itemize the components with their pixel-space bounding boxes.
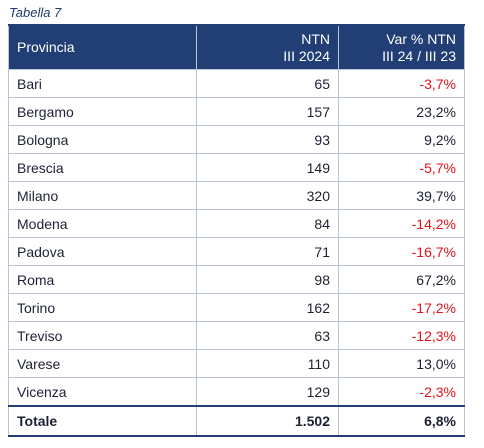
cell-var: -16,7% bbox=[338, 237, 465, 266]
cell-provincia: Torino bbox=[8, 293, 197, 322]
cell-provincia: Brescia bbox=[8, 153, 197, 182]
header-var-line1: Var % NTN bbox=[386, 30, 456, 47]
cell-var: 67,2% bbox=[338, 265, 465, 294]
total-label: Totale bbox=[8, 405, 197, 437]
cell-ntn: 84 bbox=[196, 209, 339, 238]
header-var: Var % NTN III 24 / III 23 bbox=[338, 24, 465, 70]
cell-provincia: Varese bbox=[8, 349, 197, 378]
cell-provincia: Bologna bbox=[8, 125, 197, 154]
cell-var: -12,3% bbox=[338, 321, 465, 350]
cell-var: -14,2% bbox=[338, 209, 465, 238]
cell-var: 39,7% bbox=[338, 181, 465, 210]
cell-provincia: Modena bbox=[8, 209, 197, 238]
table-row: Vicenza 129 -2,3% bbox=[8, 377, 465, 407]
cell-provincia: Padova bbox=[8, 237, 197, 266]
header-provincia: Provincia bbox=[8, 24, 197, 70]
total-row: Totale 1.502 6,8% bbox=[8, 405, 465, 437]
table-row: Milano 320 39,7% bbox=[8, 181, 465, 210]
cell-provincia: Vicenza bbox=[8, 377, 197, 407]
table-row: Bergamo 157 23,2% bbox=[8, 97, 465, 126]
cell-ntn: 65 bbox=[196, 69, 339, 98]
header-ntn: NTN III 2024 bbox=[196, 24, 339, 70]
cell-var: 9,2% bbox=[338, 125, 465, 154]
cell-provincia: Bari bbox=[8, 69, 197, 98]
cell-ntn: 149 bbox=[196, 153, 339, 182]
cell-var: 23,2% bbox=[338, 97, 465, 126]
cell-ntn: 157 bbox=[196, 97, 339, 126]
table-row: Bari 65 -3,7% bbox=[8, 69, 465, 98]
header-provincia-label: Provincia bbox=[17, 39, 75, 55]
cell-provincia: Roma bbox=[8, 265, 197, 294]
table-header-row: Provincia NTN III 2024 Var % NTN III 24 … bbox=[8, 24, 465, 70]
cell-provincia: Bergamo bbox=[8, 97, 197, 126]
cell-var: 13,0% bbox=[338, 349, 465, 378]
cell-ntn: 63 bbox=[196, 321, 339, 350]
table-row: Roma 98 67,2% bbox=[8, 265, 465, 294]
table-row: Padova 71 -16,7% bbox=[8, 237, 465, 266]
table-caption: Tabella 7 bbox=[9, 5, 62, 20]
header-ntn-line2: III 2024 bbox=[283, 47, 330, 64]
cell-var: -17,2% bbox=[338, 293, 465, 322]
table-row: Treviso 63 -12,3% bbox=[8, 321, 465, 350]
cell-provincia: Milano bbox=[8, 181, 197, 210]
header-ntn-line1: NTN bbox=[301, 30, 330, 47]
total-var: 6,8% bbox=[338, 405, 465, 437]
cell-provincia: Treviso bbox=[8, 321, 197, 350]
header-var-line2: III 24 / III 23 bbox=[382, 47, 456, 64]
ntn-table: Provincia NTN III 2024 Var % NTN III 24 … bbox=[8, 24, 465, 437]
table-row: Modena 84 -14,2% bbox=[8, 209, 465, 238]
cell-ntn: 93 bbox=[196, 125, 339, 154]
cell-ntn: 110 bbox=[196, 349, 339, 378]
cell-ntn: 98 bbox=[196, 265, 339, 294]
cell-var: -5,7% bbox=[338, 153, 465, 182]
cell-ntn: 71 bbox=[196, 237, 339, 266]
table-row: Bologna 93 9,2% bbox=[8, 125, 465, 154]
cell-ntn: 129 bbox=[196, 377, 339, 407]
table-row: Brescia 149 -5,7% bbox=[8, 153, 465, 182]
cell-var: -2,3% bbox=[338, 377, 465, 407]
cell-var: -3,7% bbox=[338, 69, 465, 98]
total-ntn: 1.502 bbox=[196, 405, 339, 437]
cell-ntn: 320 bbox=[196, 181, 339, 210]
table-row: Torino 162 -17,2% bbox=[8, 293, 465, 322]
cell-ntn: 162 bbox=[196, 293, 339, 322]
table-row: Varese 110 13,0% bbox=[8, 349, 465, 378]
